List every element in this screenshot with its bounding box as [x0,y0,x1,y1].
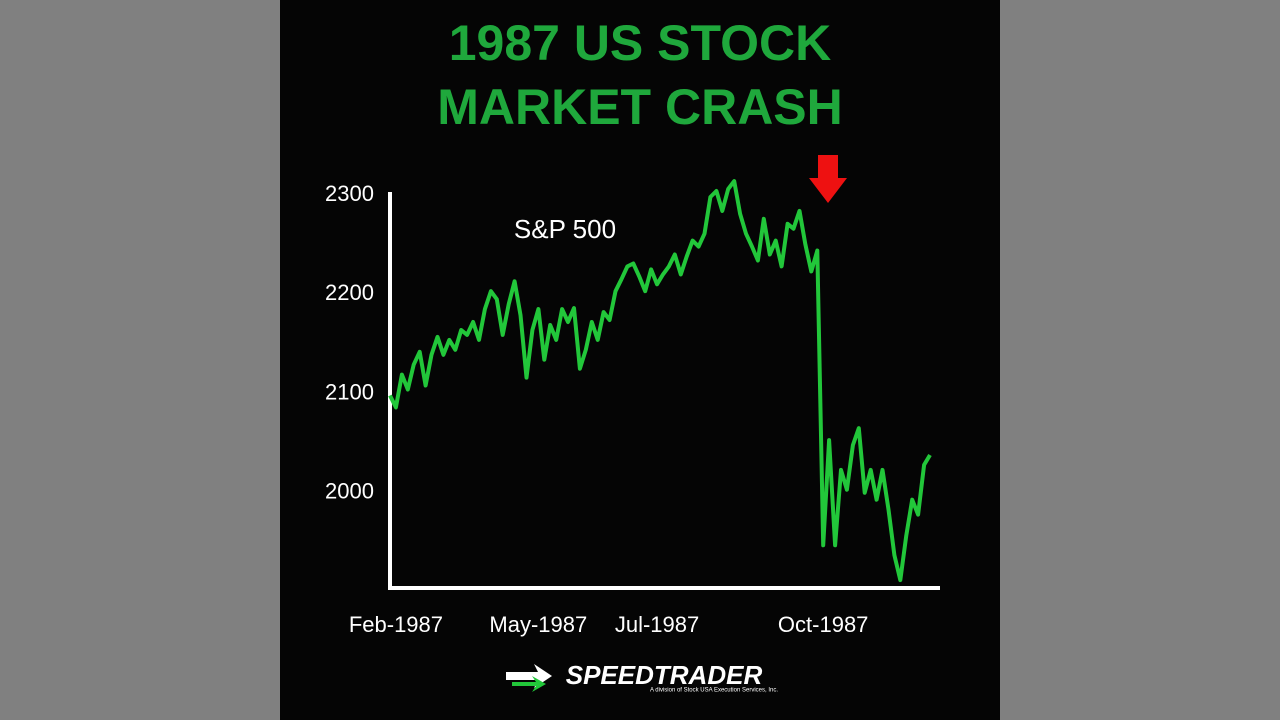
annotation: S&P 500 [514,214,616,244]
chart-title: 1987 US STOCK [449,15,832,71]
y-tick-label: 2000 [325,479,374,504]
arrow [809,155,847,203]
logo-name: SPEEDTRADER [566,660,763,690]
chart-title: MARKET CRASH [437,79,843,135]
x-tick-label: May-1987 [489,612,587,637]
line [388,179,932,583]
x-tick-label: Oct-1987 [778,612,869,637]
y-tick-label: 2200 [325,280,374,305]
panel [280,0,1000,720]
y-tick-label: 2300 [325,181,374,206]
y-tick-label: 2100 [325,379,374,404]
logo-tagline: A division of Stock USA Execution Servic… [650,688,778,694]
x-tick-label: Jul-1987 [615,612,699,637]
x-tick-label: Feb-1987 [349,612,443,637]
logo-icon [512,676,546,692]
